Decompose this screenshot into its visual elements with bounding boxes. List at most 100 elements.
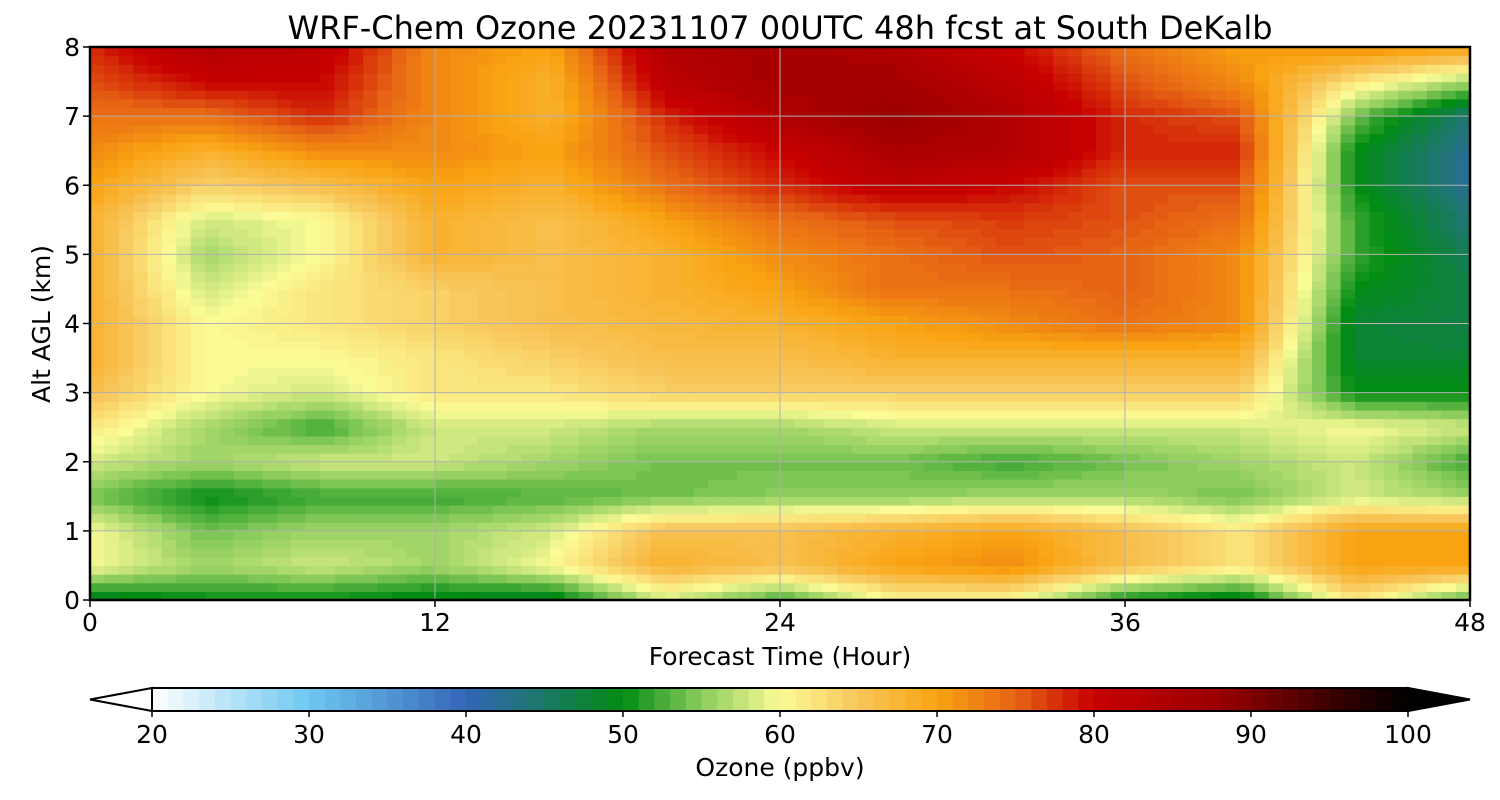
heatmap-cell [895,504,910,515]
heatmap-cell [1010,228,1025,238]
heatmap-cell [219,306,235,316]
heatmap-cell [276,254,292,264]
heatmap-cell [1211,383,1227,394]
heatmap-cell [794,150,810,160]
heatmap-cell [1211,280,1227,290]
heatmap-cell [535,392,551,402]
heatmap-cell [1254,245,1270,255]
heatmap-cell [377,211,393,221]
heatmap-cell [765,211,781,221]
heatmap-cell [449,461,465,471]
heatmap-cell [736,176,752,186]
heatmap-cell [463,219,479,230]
heatmap-cell [808,366,824,376]
heatmap-cell [952,254,968,264]
heatmap-cell [909,245,925,255]
heatmap-cell [693,435,709,446]
heatmap-cell [1024,418,1040,428]
heatmap-cell [1441,444,1457,454]
heatmap-cell [938,556,954,567]
heatmap-cell [104,219,120,230]
heatmap-cell [981,444,997,454]
heatmap-cell [751,530,767,541]
heatmap-cell [463,237,479,247]
heatmap-cell [895,496,910,506]
heatmap-cell [1096,574,1112,584]
heatmap-cell [90,513,105,523]
heatmap-cell [1326,427,1342,437]
heatmap-cell [981,461,997,471]
heatmap-cell [1211,375,1227,385]
heatmap-cell [1355,392,1370,402]
heatmap-cell [478,548,494,558]
heatmap-cell [751,401,767,411]
heatmap-cell [305,479,321,489]
heatmap-cell [550,332,565,342]
heatmap-cell [765,288,781,299]
heatmap-cell [90,349,105,359]
heatmap-cell [291,401,307,411]
heatmap-cell [1110,211,1126,221]
heatmap-cell [363,539,379,549]
heatmap-cell [851,496,867,506]
heatmap-cell [1268,392,1284,402]
heatmap-cell [578,565,594,575]
heatmap-cell [420,591,436,600]
heatmap-cell [219,539,235,549]
heatmap-cell [708,513,724,523]
heatmap-cell [564,574,580,584]
heatmap-cell [1369,254,1385,264]
heatmap-cell [334,167,350,178]
heatmap-cell [837,358,853,368]
heatmap-cell [1297,418,1313,428]
heatmap-cell [1225,306,1241,316]
heatmap-cell [535,245,551,255]
heatmap-cell [1153,314,1169,325]
heatmap-cell [1053,383,1069,394]
heatmap-cell [794,487,810,497]
heatmap-cell [1283,444,1299,454]
heatmap-cell [377,453,393,463]
heatmap-cell [708,375,724,385]
heatmap-cell [679,150,695,160]
heatmap-cell [636,444,652,454]
heatmap-cell [650,211,666,221]
heatmap-cell [104,288,120,299]
heatmap-cell [348,280,364,290]
heatmap-cell [607,219,623,230]
heatmap-cell [1024,176,1040,186]
heatmap-cell [1412,565,1428,575]
heatmap-cell [377,332,393,342]
heatmap-cell [679,237,695,247]
heatmap-cell [693,409,709,420]
heatmap-cell [1038,219,1054,230]
heatmap-cell [1153,435,1169,446]
heatmap-cell [276,280,292,290]
heatmap-cell [1412,556,1428,567]
heatmap-cell [995,245,1011,255]
heatmap-cell [880,254,896,264]
heatmap-cell [1326,375,1342,385]
heatmap-cell [1340,193,1356,204]
heatmap-cell [736,470,752,480]
heatmap-cell [377,522,393,532]
heatmap-cell [1412,271,1428,281]
heatmap-cell [219,530,235,541]
heatmap-cell [233,461,249,471]
heatmap-cell [1139,548,1155,558]
heatmap-cell [492,470,508,480]
heatmap-cell [1182,375,1198,385]
heatmap-cell [736,504,752,515]
heatmap-cell [1426,219,1442,230]
heatmap-cell [1369,556,1385,567]
heatmap-cell [1196,150,1212,160]
heatmap-cell [1125,314,1140,325]
heatmap-cell [104,530,120,541]
heatmap-cell [607,340,623,351]
heatmap-cell [377,418,393,428]
heatmap-cell [938,297,954,307]
heatmap-cell [449,202,465,212]
heatmap-cell [1053,556,1069,567]
heatmap-cell [593,271,609,281]
heatmap-cell [348,539,364,549]
